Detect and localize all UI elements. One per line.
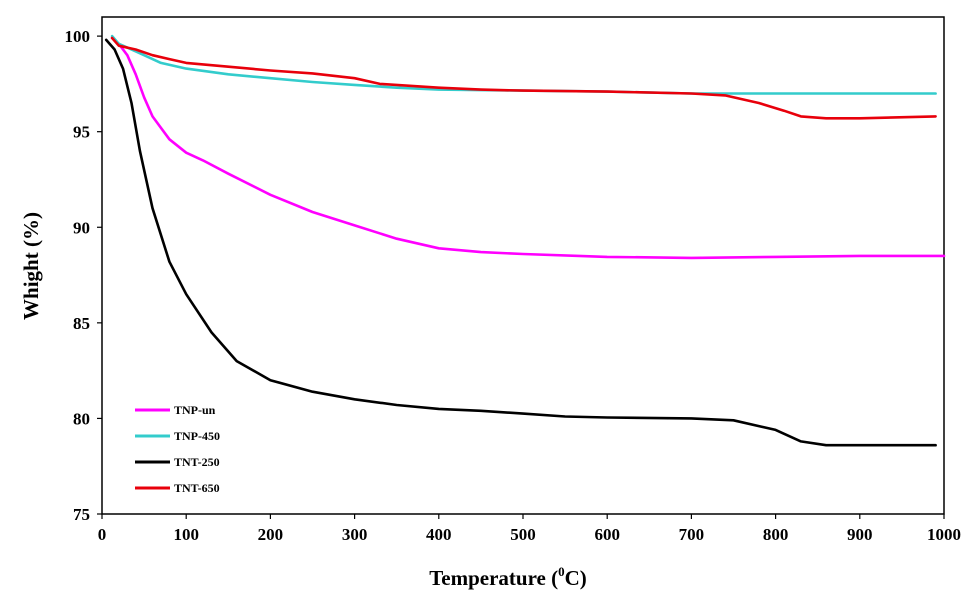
x-tick-label: 500 — [510, 525, 536, 544]
x-tick-label: 400 — [426, 525, 452, 544]
legend-label: TNP-450 — [174, 429, 220, 443]
y-tick-label: 90 — [73, 218, 90, 237]
legend-label: TNT-250 — [174, 455, 220, 469]
x-axis-title-superscript: 0 — [558, 564, 565, 579]
y-axis-title: Whight (%) — [19, 212, 43, 320]
y-tick-label: 75 — [73, 505, 90, 524]
x-axis-title: Temperature (0C) — [429, 564, 587, 590]
y-tick-label: 95 — [73, 123, 90, 142]
x-tick-label: 100 — [173, 525, 199, 544]
legend: TNP-un TNP-450 TNT-250 TNT-650 — [135, 403, 220, 495]
series-line-tnt-650 — [110, 36, 937, 120]
y-tick-label: 85 — [73, 314, 90, 333]
y-axis-ticks: 75 80 85 90 95 100 — [65, 27, 102, 524]
x-axis-title-main: Temperature ( — [429, 566, 558, 590]
x-tick-label: 900 — [847, 525, 873, 544]
x-tick-label: 1000 — [927, 525, 961, 544]
x-tick-label: 0 — [98, 525, 107, 544]
y-tick-label: 100 — [65, 27, 91, 46]
x-tick-label: 700 — [679, 525, 705, 544]
x-tick-label: 800 — [763, 525, 789, 544]
series-line-tnp-un — [110, 36, 946, 260]
x-axis-title-tail: C) — [565, 566, 587, 590]
plot-frame — [101, 16, 945, 515]
y-tick-label: 80 — [73, 409, 90, 428]
legend-label: TNP-un — [174, 403, 216, 417]
x-tick-label: 600 — [594, 525, 620, 544]
x-tick-label: 200 — [258, 525, 284, 544]
series-line-tnt-250 — [104, 38, 937, 447]
x-axis-ticks: 0 100 200 300 400 500 600 700 800 900 1000 — [98, 514, 961, 544]
x-tick-label: 300 — [342, 525, 368, 544]
legend-label: TNT-650 — [174, 481, 220, 495]
series-lines — [104, 34, 946, 447]
